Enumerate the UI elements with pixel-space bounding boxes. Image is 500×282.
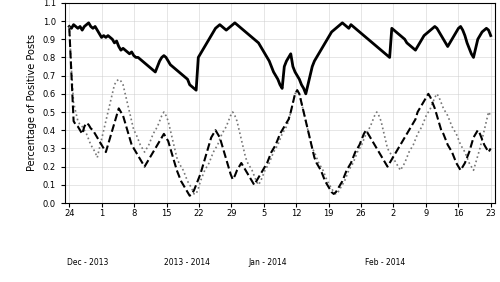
Ukrainian Positive [488, 34, 494, 37]
English Positive [66, 27, 72, 30]
Ukrainian Positive [142, 61, 148, 65]
Ukrainian Positive [86, 21, 91, 25]
Text: Jan - 2014: Jan - 2014 [248, 258, 287, 267]
English Positive [368, 136, 374, 139]
English Positive [449, 150, 455, 154]
English Positive [488, 147, 494, 150]
Russian Positive [156, 120, 162, 123]
English Positive [140, 161, 145, 165]
Russian Positive [368, 125, 374, 128]
Text: Dec - 2013: Dec - 2013 [67, 258, 108, 267]
English Positive [156, 140, 162, 143]
Line: English Positive: English Positive [70, 28, 490, 196]
Ukrainian Positive [79, 28, 85, 32]
English Positive [75, 125, 81, 128]
English Positive [186, 194, 192, 197]
Ukrainian Positive [75, 27, 81, 30]
Russian Positive [75, 120, 81, 123]
Russian Positive [191, 192, 197, 196]
Russian Positive [449, 125, 455, 128]
Ukrainian Positive [303, 92, 309, 96]
Russian Positive [66, 25, 72, 28]
Ukrainian Positive [370, 41, 376, 45]
Line: Ukrainian Positive: Ukrainian Positive [70, 23, 490, 94]
English Positive [79, 132, 85, 136]
Russian Positive [140, 147, 145, 150]
Russian Positive [488, 114, 494, 117]
Ukrainian Positive [451, 34, 457, 37]
Russian Positive [79, 125, 85, 128]
Text: Feb - 2014: Feb - 2014 [365, 258, 405, 267]
Line: Russian Positive: Russian Positive [70, 27, 490, 194]
Ukrainian Positive [159, 56, 165, 59]
Text: 2013 - 2014: 2013 - 2014 [164, 258, 210, 267]
Ukrainian Positive [66, 25, 72, 28]
Y-axis label: Percentage of Positive Posts: Percentage of Positive Posts [27, 34, 37, 171]
